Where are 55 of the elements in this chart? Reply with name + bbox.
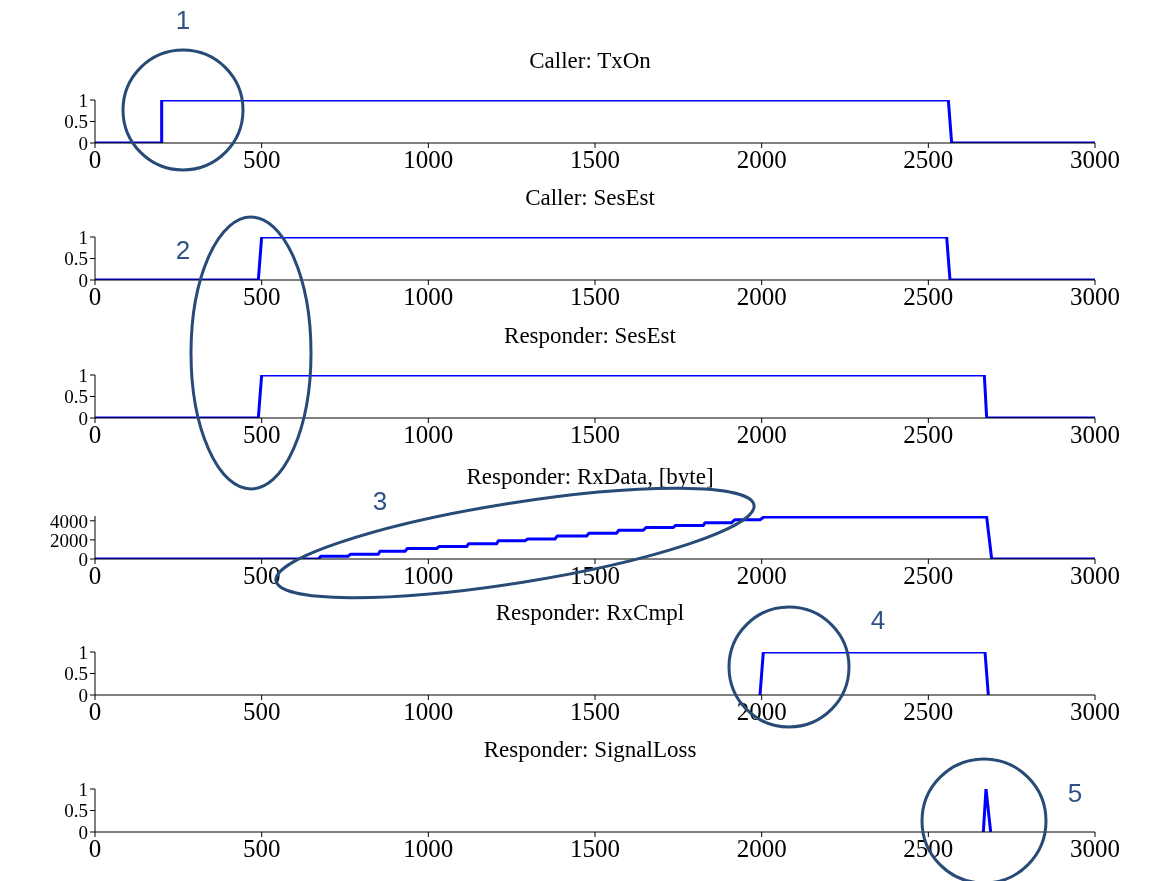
x-tick-label: 1500 (570, 420, 620, 448)
x-tick-label: 2000 (736, 561, 787, 589)
y-tick-label: 1 (78, 89, 88, 111)
x-tick-label: 3000 (1070, 561, 1120, 589)
chart-title: Responder: SignalLoss (482, 737, 698, 763)
x-tick-label: 2500 (903, 145, 954, 173)
chart-title: Responder: RxData, [byte] (466, 463, 714, 489)
x-tick-label: 500 (242, 697, 281, 725)
y-tick-label: 0.5 (64, 386, 88, 408)
y-tick-label: 0.5 (64, 248, 88, 270)
x-tick-label: 3000 (1070, 697, 1120, 725)
y-tick-label: 0.5 (64, 111, 88, 133)
x-tick-label: 3000 (1070, 834, 1120, 862)
x-tick-label: 2000 (736, 282, 787, 310)
y-tick-label: 2000 (50, 529, 88, 551)
text: 4 (870, 604, 886, 635)
x-tick-label: 500 (242, 834, 281, 862)
y-tick-label: 0.5 (64, 800, 88, 822)
x-tick-label: 2500 (903, 697, 954, 725)
x-tick-label: 3000 (1070, 420, 1120, 448)
x-tick-label: 2000 (736, 420, 787, 448)
chart-title: Caller: TxOn (528, 48, 652, 74)
x-tick-label: 1500 (570, 834, 620, 862)
x-tick-label: 1000 (403, 145, 454, 173)
x-tick-label: 500 (242, 282, 281, 310)
x-tick-label: 1000 (403, 420, 454, 448)
y-tick-label: 1 (78, 364, 88, 386)
chart-title: Caller: SesEst (524, 185, 656, 211)
y-tick-label: 4000 (50, 510, 88, 532)
annotation: 5 (1067, 777, 1083, 808)
x-tick-label: 1000 (403, 697, 454, 725)
annotation: 3 (372, 485, 388, 516)
x-tick-label: 2500 (903, 420, 954, 448)
chart-title: Responder: RxCmpl (495, 600, 685, 625)
x-tick-label: 1000 (403, 282, 454, 310)
x-tick-label: 2500 (903, 282, 954, 310)
x-tick-label: 1500 (570, 282, 620, 310)
chart-title: Responder: SesEst (503, 323, 677, 349)
x-tick-label: 3000 (1070, 282, 1120, 310)
x-tick-label: 1500 (570, 145, 620, 173)
x-tick-label: 1000 (403, 834, 454, 862)
x-tick-label: 1000 (403, 561, 454, 589)
x-tick-label: 2000 (736, 834, 787, 862)
x-tick-label: 1500 (570, 697, 620, 725)
x-tick-label: 2500 (903, 561, 954, 589)
x-tick-label: 2000 (736, 145, 787, 173)
y-tick-label: 1 (78, 641, 88, 663)
y-tick-label: 1 (78, 226, 88, 248)
x-tick-label: 500 (242, 420, 281, 448)
text: 1 (175, 4, 191, 35)
y-tick-label: 1 (78, 778, 88, 800)
y-tick-label: 0.5 (64, 663, 88, 685)
x-tick-label: 500 (242, 145, 281, 173)
x-tick-label: 3000 (1070, 145, 1120, 173)
annotation: 2 (175, 234, 191, 265)
